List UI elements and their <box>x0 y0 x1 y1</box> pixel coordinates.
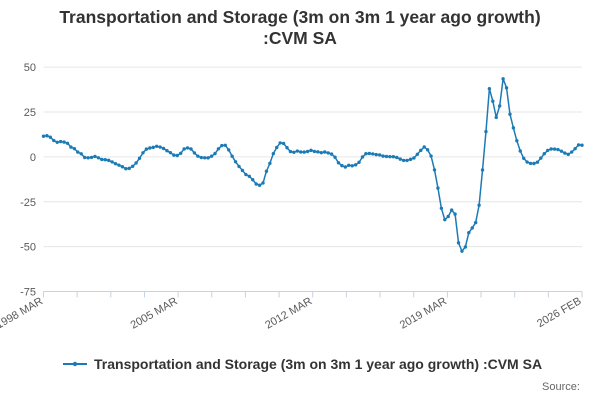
svg-text:-75: -75 <box>20 287 36 299</box>
svg-text:-50: -50 <box>20 242 36 254</box>
svg-text:50: 50 <box>24 62 36 74</box>
svg-text:0: 0 <box>30 152 36 164</box>
svg-text:2012 MAR: 2012 MAR <box>263 295 314 331</box>
svg-text:2019 MAR: 2019 MAR <box>398 295 449 331</box>
svg-text:-25: -25 <box>20 197 36 209</box>
svg-text:1998 MAR: 1998 MAR <box>0 295 45 331</box>
svg-text:2026 FEB: 2026 FEB <box>535 295 583 330</box>
svg-text:2005 MAR: 2005 MAR <box>129 295 180 331</box>
svg-text:25: 25 <box>24 107 36 119</box>
